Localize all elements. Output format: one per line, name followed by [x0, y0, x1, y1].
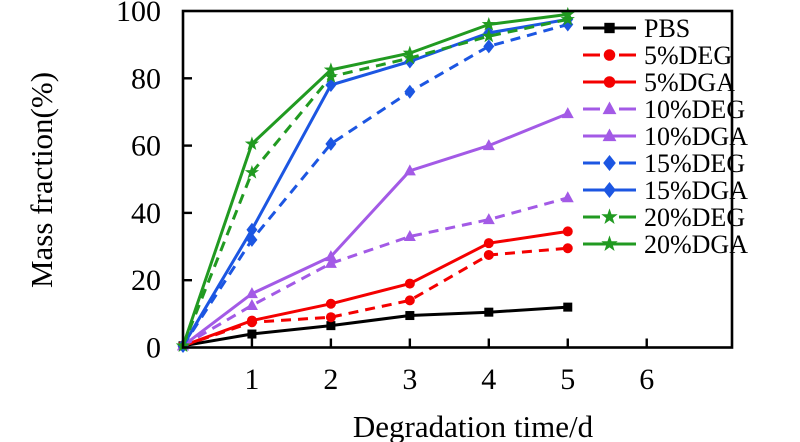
series-line-10pctdga: [182, 112, 569, 347]
legend-label: 10%DEG: [644, 95, 745, 124]
marker-star: [323, 69, 338, 83]
marker-star: [244, 136, 260, 150]
legend-label: 5%DGA: [644, 68, 735, 97]
marker-circle: [483, 238, 494, 249]
marker-circle: [246, 315, 257, 326]
x-tick-label: 5: [560, 363, 575, 396]
legend-label: 15%DEG: [644, 149, 745, 178]
series-line-20pctdga: [181, 12, 568, 347]
marker-circle: [562, 243, 573, 254]
plot-border: [181, 9, 734, 349]
legend-label: 10%DGA: [644, 122, 748, 151]
series-line-5pctdeg: [182, 246, 568, 348]
marker-triangle: [602, 128, 617, 142]
y-axis-title: Mass fraction(%): [24, 71, 59, 289]
marker-star: [481, 17, 496, 31]
x-tick-label: 1: [244, 363, 259, 396]
marker-diamond: [325, 136, 337, 151]
marker-triangle: [482, 139, 495, 151]
marker-square: [604, 22, 615, 34]
marker-star: [481, 28, 496, 43]
marker-diamond: [483, 39, 495, 54]
marker-circle: [603, 76, 616, 88]
marker-triangle: [403, 229, 416, 241]
marker-star: [560, 6, 575, 21]
marker-star: [560, 11, 575, 26]
legend-label: 20%DGA: [644, 230, 748, 259]
y-tick-label: 100: [116, 0, 161, 28]
marker-diamond: [603, 154, 616, 172]
marker-star: [601, 235, 618, 251]
marker-circle: [325, 298, 336, 309]
x-axis-title: Degradation time/d: [352, 409, 594, 442]
legend-label: 15%DGA: [644, 176, 748, 205]
series-line-pbs: [182, 305, 568, 348]
marker-diamond: [246, 222, 258, 237]
marker-star: [402, 45, 417, 60]
marker-square: [405, 311, 415, 321]
series-line-5pctdga: [182, 229, 569, 348]
marker-triangle: [245, 287, 258, 299]
marker-triangle: [561, 191, 574, 203]
marker-triangle: [602, 101, 617, 115]
y-tick-label: 0: [146, 332, 161, 365]
series-line-15pctdga: [181, 17, 569, 347]
y-tick-label: 40: [131, 197, 161, 230]
legend-label: 5%DEG: [644, 41, 732, 70]
y-tick-label: 20: [131, 264, 161, 297]
legend-label: PBS: [644, 14, 690, 43]
x-tick-label: 3: [402, 363, 417, 396]
marker-triangle: [561, 107, 574, 119]
marker-circle: [483, 249, 494, 260]
marker-circle: [325, 312, 336, 323]
x-tick-label: 4: [481, 363, 496, 396]
marker-star: [402, 50, 417, 65]
marker-star: [323, 62, 338, 76]
marker-star: [244, 165, 260, 179]
marker-circle: [404, 295, 415, 306]
marker-diamond: [404, 84, 416, 99]
series-line-15pctdeg: [181, 23, 569, 347]
x-tick-label: 6: [639, 363, 654, 396]
marker-triangle: [245, 298, 258, 310]
y-tick-label: 80: [131, 62, 161, 95]
series-line-20pctdeg: [181, 17, 569, 347]
x-tick-label: 2: [323, 363, 338, 396]
marker-square: [326, 321, 336, 331]
marker-circle: [562, 226, 573, 237]
marker-circle: [603, 49, 616, 61]
marker-triangle: [324, 256, 337, 268]
legend-label: 20%DEG: [644, 203, 745, 232]
marker-circle: [404, 278, 415, 289]
marker-square: [563, 302, 573, 312]
marker-square: [247, 329, 257, 339]
marker-triangle: [403, 164, 416, 176]
marker-star: [601, 208, 618, 224]
marker-triangle: [324, 250, 337, 262]
marker-diamond: [603, 181, 616, 199]
marker-triangle: [482, 213, 495, 225]
series-line-10pctdeg: [182, 196, 569, 348]
y-tick-label: 60: [131, 130, 161, 163]
marker-square: [484, 307, 494, 317]
